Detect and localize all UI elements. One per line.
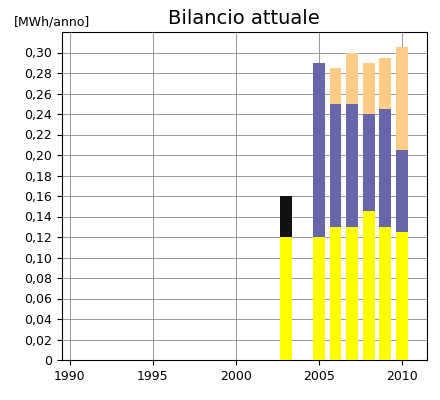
Bar <box>346 52 358 104</box>
Bar <box>313 63 325 237</box>
Bar <box>363 211 374 360</box>
Text: [MWh/anno]: [MWh/anno] <box>14 16 90 29</box>
Bar <box>396 150 408 232</box>
Bar <box>313 237 325 360</box>
Bar <box>346 227 358 360</box>
Bar <box>363 63 374 114</box>
Bar <box>330 104 341 227</box>
Bar <box>379 109 391 227</box>
Bar <box>379 58 391 109</box>
Bar <box>280 196 292 237</box>
Bar <box>330 227 341 360</box>
Bar <box>396 47 408 150</box>
Bar <box>346 104 358 227</box>
Title: Bilancio attuale: Bilancio attuale <box>169 9 320 28</box>
Bar <box>396 232 408 360</box>
Bar <box>330 68 341 104</box>
Bar <box>363 114 374 211</box>
Bar <box>280 237 292 360</box>
Bar <box>379 227 391 360</box>
